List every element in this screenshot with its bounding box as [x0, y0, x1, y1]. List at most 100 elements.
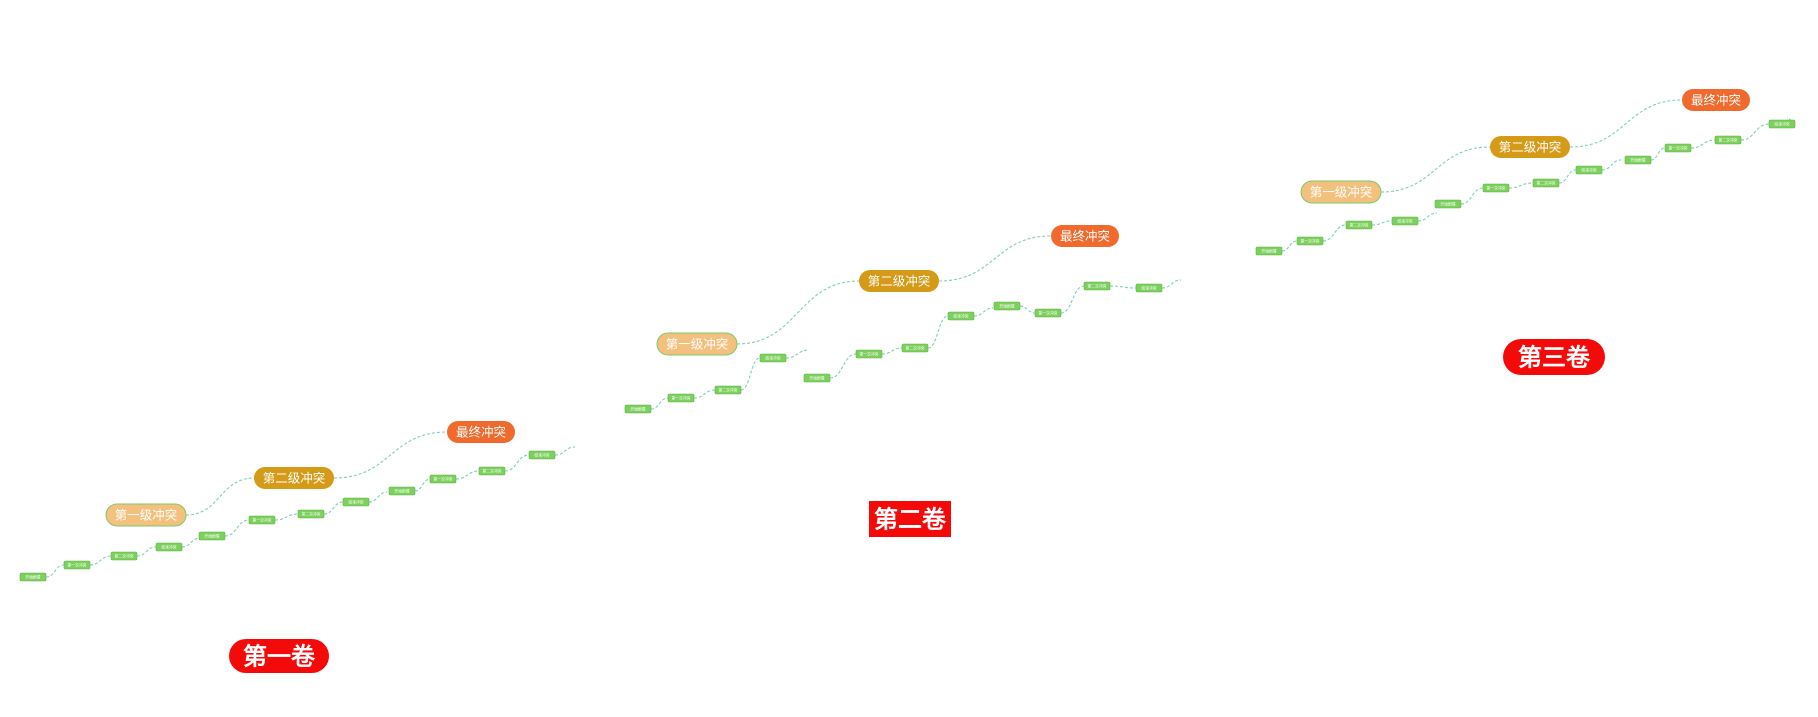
plot-connector [1417, 212, 1438, 222]
plot-node-label: 第二次冲突 [906, 346, 925, 351]
plot-node-box [714, 385, 742, 395]
plot-node-box [667, 393, 695, 403]
plot-node[interactable]: 第二次冲突 [110, 551, 138, 561]
plot-connector [973, 307, 994, 317]
plot-node[interactable]: 第一次冲突 [1664, 143, 1692, 153]
plot-node[interactable]: 结束冲突 [1391, 216, 1419, 226]
plot-node[interactable]: 开始剧情 [388, 486, 416, 496]
conflict-node-level2[interactable]: 第二级冲突 [254, 467, 334, 489]
plot-connector [650, 397, 669, 410]
plot-node[interactable]: 第一次冲突 [1034, 308, 1062, 318]
plot-node-label: 开始剧情 [1630, 158, 1645, 163]
plot-node-label: 第一次冲突 [672, 396, 691, 401]
plot-node[interactable]: 第二次冲突 [1345, 220, 1373, 230]
conflict-node-label: 第一级冲突 [115, 508, 178, 523]
plot-node[interactable]: 结束冲突 [1135, 283, 1163, 293]
plot-node-label: 结束冲突 [534, 453, 549, 458]
plot-node[interactable]: 开始剧情 [993, 301, 1021, 311]
plot-connector [224, 519, 250, 537]
conflict-node-level1[interactable]: 第一级冲突 [656, 332, 738, 356]
plot-connector [1161, 279, 1182, 289]
plot-connector [1650, 147, 1666, 161]
plot-node[interactable]: 开始剧情 [19, 572, 47, 582]
plot-node-label: 第二次冲突 [1350, 223, 1369, 228]
plot-connector [455, 470, 480, 480]
plot-node[interactable]: 开始剧情 [803, 373, 831, 383]
plot-node[interactable]: 第二次冲突 [478, 466, 506, 476]
plot-node[interactable]: 第一次冲突 [429, 474, 457, 484]
plot-node[interactable]: 开始剧情 [1434, 199, 1462, 209]
volume-2-group: 开始剧情第一次冲突第二次冲突结束冲突开始剧情第一次冲突第二次冲突结束冲突开始剧情… [624, 225, 1182, 537]
plot-node-label: 第二次冲突 [1088, 284, 1107, 289]
plot-node[interactable]: 第二次冲突 [1532, 178, 1560, 188]
conflict-node-level2[interactable]: 第二级冲突 [1490, 136, 1570, 158]
plot-node-label: 结束冲突 [161, 545, 176, 550]
conflict-connector [333, 431, 448, 479]
conflict-node-final[interactable]: 最终冲突 [447, 421, 515, 443]
plot-node[interactable]: 结束冲突 [1768, 119, 1796, 129]
conflict-node-level2[interactable]: 第二级冲突 [859, 270, 939, 292]
plot-chain-1: 开始剧情 第一次冲突 第二次冲突 结束冲突 [19, 537, 201, 582]
plot-chain-2: 开始剧情 第一次冲突 第二次冲突 结束冲突 [803, 307, 994, 383]
plot-node[interactable]: 开始剧情 [1255, 246, 1283, 256]
plot-node[interactable]: 结束冲突 [1575, 165, 1603, 175]
conflict-node-level1[interactable]: 第一级冲突 [1300, 180, 1382, 204]
plot-node[interactable]: 第二次冲突 [1083, 281, 1111, 291]
plot-node[interactable]: 结束冲突 [155, 542, 183, 552]
plot-node[interactable]: 第一次冲突 [63, 560, 91, 570]
conflict-node-label: 最终冲突 [1691, 93, 1741, 108]
plot-chain-1: 开始剧情 第一次冲突 第二次冲突 结束冲突 [1255, 212, 1438, 256]
conflict-node-level1[interactable]: 第一级冲突 [105, 503, 187, 527]
plot-node-box [478, 466, 506, 476]
plot-node[interactable]: 第二次冲突 [714, 385, 742, 395]
plot-node[interactable]: 第一次冲突 [1482, 183, 1510, 193]
plot-node-box [1434, 199, 1462, 209]
plot-node-label: 开始剧情 [999, 304, 1014, 309]
plot-node[interactable]: 第一次冲突 [1296, 236, 1324, 246]
volume-1-label[interactable]: 第一卷 [229, 639, 329, 673]
plot-node-label: 结束冲突 [348, 500, 363, 505]
plot-connector [740, 357, 761, 391]
plot-node[interactable]: 结束冲突 [947, 311, 975, 321]
plot-node-label: 开始剧情 [25, 575, 40, 580]
plot-node-box [855, 349, 883, 359]
volume-2-label[interactable]: 第二卷 [869, 501, 951, 537]
plot-node[interactable]: 结束冲突 [528, 450, 556, 460]
conflict-node-final[interactable]: 最终冲突 [1682, 89, 1750, 111]
plot-node-box [1083, 281, 1111, 291]
volume-1-group: 开始剧情第一次冲突第二次冲突结束冲突开始剧情第一次冲突第二次冲突结束冲突开始剧情… [19, 421, 576, 673]
plot-node-box [1768, 119, 1796, 129]
conflict-connector [1380, 146, 1491, 193]
plot-node[interactable]: 开始剧情 [198, 531, 226, 541]
plot-connector [1690, 139, 1716, 149]
plot-node[interactable]: 第二次冲突 [901, 343, 929, 353]
plot-node[interactable]: 结束冲突 [342, 497, 370, 507]
plot-node[interactable]: 第一次冲突 [248, 515, 276, 525]
plot-connector [181, 537, 201, 548]
plot-connector [1558, 169, 1577, 184]
plot-node-box [388, 486, 416, 496]
plot-node-box [1575, 165, 1603, 175]
plot-connector [1740, 123, 1770, 141]
plot-node[interactable]: 第一次冲突 [667, 393, 695, 403]
plot-connector [881, 347, 903, 355]
volume-3-label[interactable]: 第三卷 [1503, 339, 1605, 375]
plot-node[interactable]: 结束冲突 [759, 353, 787, 363]
plot-chain-2: 开始剧情 第一次冲突 第二次冲突 结束冲突 [1434, 159, 1622, 209]
plot-connector [927, 315, 949, 349]
plot-node-box [198, 531, 226, 541]
plot-node-box [19, 572, 47, 582]
plot-node-box [1714, 135, 1742, 145]
plot-node[interactable]: 第一次冲突 [855, 349, 883, 359]
plot-node[interactable]: 第二次冲突 [297, 509, 325, 519]
plot-connector [693, 389, 716, 399]
plot-node[interactable]: 开始剧情 [624, 404, 652, 414]
plot-node-label: 结束冲突 [1774, 122, 1789, 127]
plot-node[interactable]: 第二次冲突 [1714, 135, 1742, 145]
conflict-node-label: 最终冲突 [456, 425, 506, 440]
plot-node-label: 结束冲突 [1397, 219, 1412, 224]
plot-node[interactable]: 开始剧情 [1624, 155, 1652, 165]
plot-node-box [1255, 246, 1283, 256]
plot-node-box [297, 509, 325, 519]
conflict-node-final[interactable]: 最终冲突 [1051, 225, 1119, 247]
